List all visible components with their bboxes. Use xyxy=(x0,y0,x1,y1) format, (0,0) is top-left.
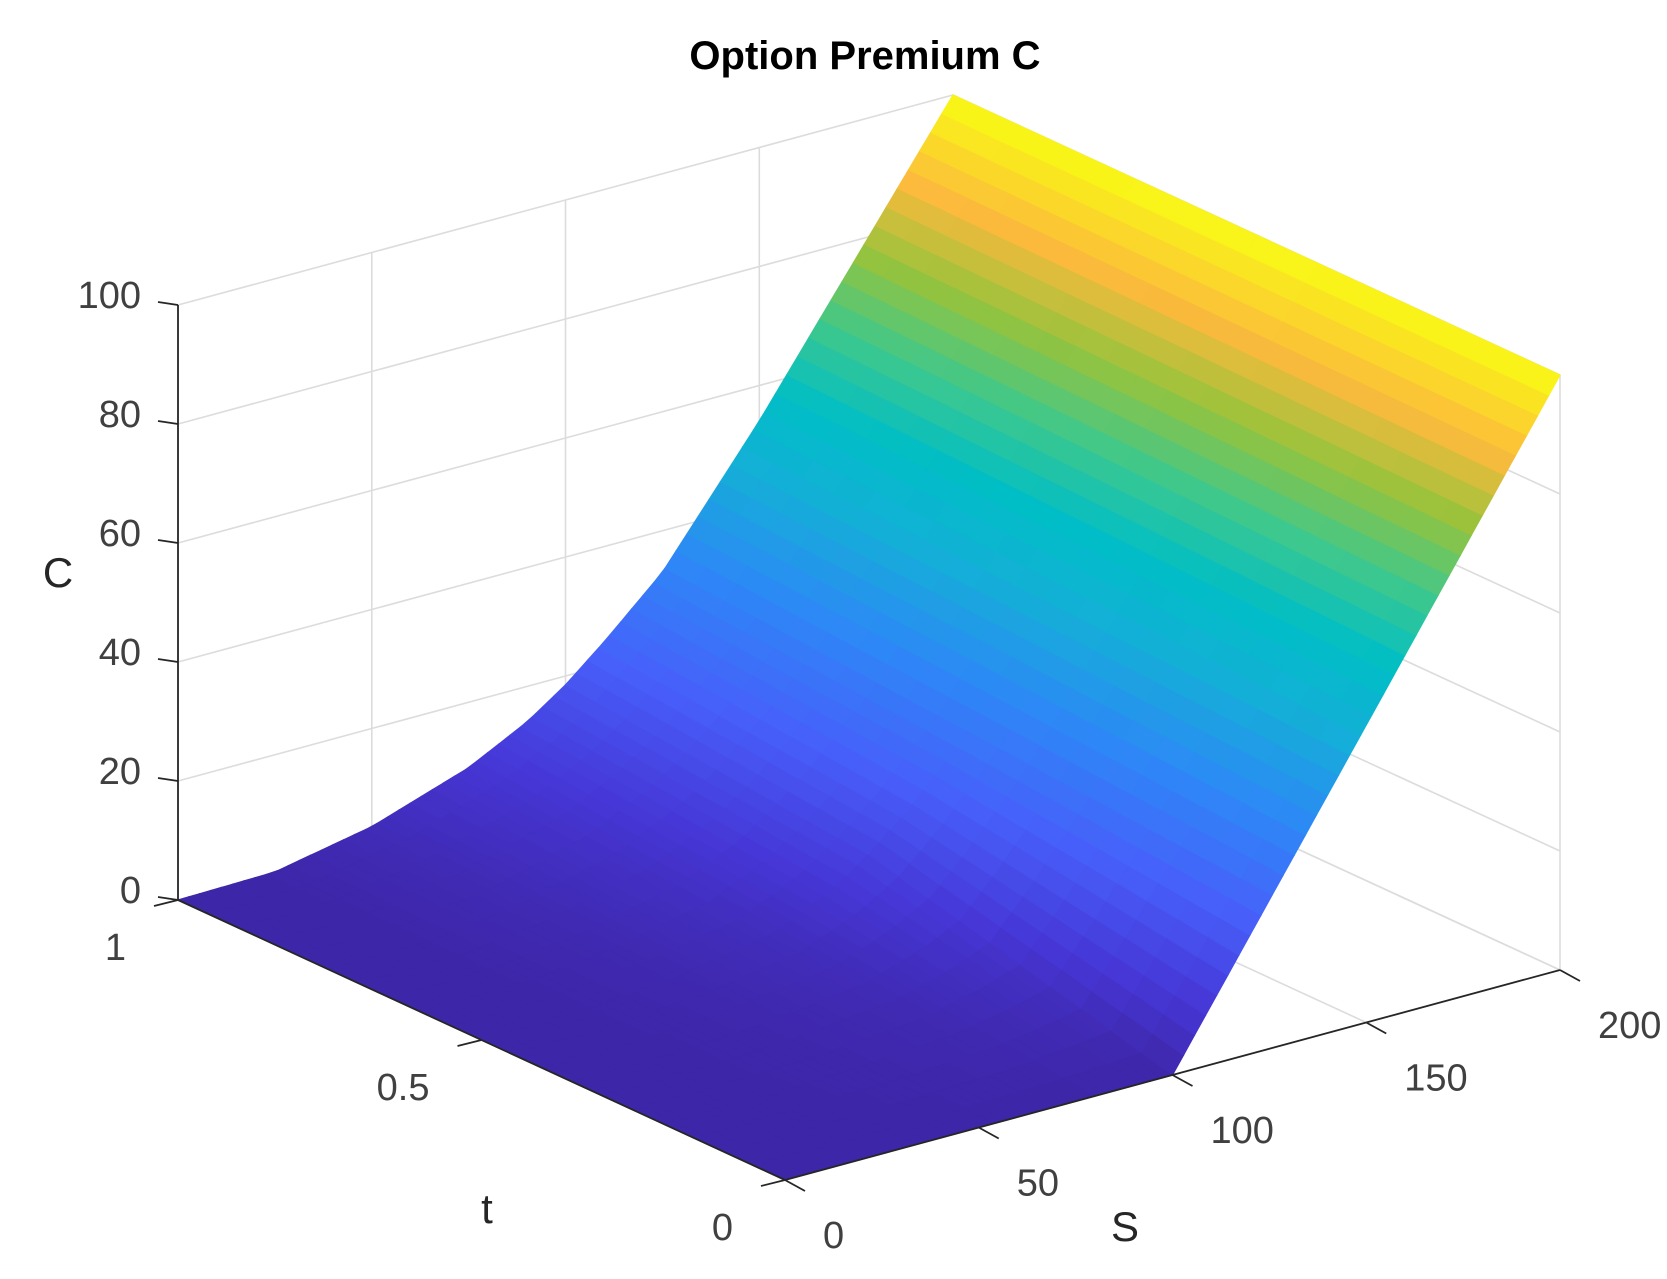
y-tick xyxy=(153,899,179,907)
chart-title: Option Premium C xyxy=(689,34,1040,78)
x-tick-label: 50 xyxy=(1017,1163,1059,1205)
y-tick-label: 0.5 xyxy=(377,1067,430,1109)
x-tick xyxy=(1365,1021,1387,1035)
z-tick xyxy=(157,658,179,663)
z-tick-label: 100 xyxy=(78,275,141,317)
z-axis-label: C xyxy=(43,549,73,596)
x-axis-label: S xyxy=(1111,1203,1139,1250)
x-tick-label: 0 xyxy=(823,1215,844,1257)
y-tick xyxy=(760,1179,786,1187)
z-tick-label: 0 xyxy=(120,870,141,912)
surface-patch xyxy=(1517,360,1561,396)
y-tick xyxy=(457,1039,482,1047)
z-tick-label: 20 xyxy=(99,751,141,793)
z-tick xyxy=(157,896,179,901)
z-tick-label: 60 xyxy=(99,513,141,555)
x-tick xyxy=(1172,1074,1193,1087)
y-tick-label: 0 xyxy=(712,1207,733,1249)
z-tick-label: 40 xyxy=(99,632,141,674)
x-tick-label: 100 xyxy=(1211,1110,1274,1152)
surface xyxy=(176,94,1561,1181)
x-tick xyxy=(1559,969,1581,982)
axes: 0 50 100 150 200 0 0.5 1 0 20 40 60 80 100 xyxy=(78,275,1662,1257)
z-tick xyxy=(157,301,179,306)
z-tick-label: 80 xyxy=(99,394,141,436)
z-tick xyxy=(157,539,179,544)
x-tick xyxy=(978,1126,1000,1140)
x-tick xyxy=(784,1179,806,1192)
x-tick-label: 150 xyxy=(1404,1058,1467,1100)
y-axis-label: t xyxy=(481,1185,493,1232)
y-tick-label: 1 xyxy=(105,927,126,969)
z-tick xyxy=(157,420,179,425)
x-tick-label: 200 xyxy=(1598,1005,1661,1047)
z-tick xyxy=(157,777,179,782)
